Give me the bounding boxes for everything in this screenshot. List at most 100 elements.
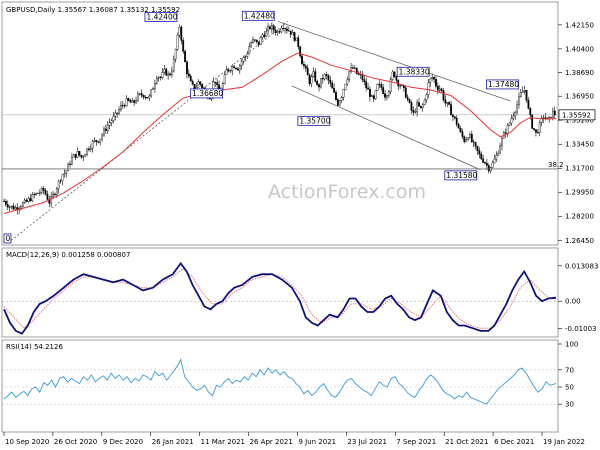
candle-body: [182, 40, 185, 52]
candle-body: [516, 104, 518, 113]
candle-body: [61, 174, 64, 181]
candle-body: [95, 140, 98, 142]
price-callouts: 1.42400 1.42480 1.36680 1.35700 1.38330 1.374…: [3, 10, 519, 244]
candle-body: [308, 74, 311, 84]
callout-box: [190, 88, 224, 99]
candle-body: [237, 68, 239, 71]
candle-body: [33, 194, 36, 196]
candle-body: [355, 67, 358, 75]
candle-body: [410, 102, 413, 111]
x-tick-label: 21 Oct 2021: [445, 438, 488, 446]
candle-body: [159, 76, 162, 78]
candle-body: [284, 28, 286, 30]
candle-body: [433, 77, 435, 80]
candle-body: [444, 99, 447, 104]
candle-body: [544, 117, 547, 119]
candle-body: [472, 141, 475, 143]
candle-body: [242, 57, 245, 62]
rsi-y-tick-label: 70: [565, 366, 574, 374]
candle-body: [297, 37, 300, 48]
trend-channels: [7, 21, 511, 244]
candle-body: [46, 193, 49, 200]
candle-body: [469, 134, 471, 139]
x-tick-label: 9 Jun 2021: [298, 438, 336, 446]
candle-body: [169, 73, 171, 76]
candle-body: [491, 162, 494, 168]
candle-body: [184, 51, 186, 63]
candle-body: [350, 67, 352, 72]
candle-body: [474, 142, 477, 147]
candle-body: [137, 93, 139, 101]
price-y-tick-label: 1.36950: [565, 93, 594, 101]
candle-body: [376, 83, 379, 91]
candle-body: [550, 116, 552, 118]
candle-body: [178, 26, 181, 36]
x-tick-label: 23 Jul 2021: [347, 438, 387, 446]
candle-body: [99, 138, 102, 143]
candle-body: [27, 198, 30, 202]
candle-body: [125, 98, 128, 107]
candle-body: [146, 97, 149, 99]
candle-body: [553, 110, 556, 116]
callout-label: 0: [6, 234, 11, 243]
candle-body: [529, 108, 532, 116]
candle-body: [235, 67, 237, 69]
callout-box: [3, 233, 12, 244]
candle-body: [197, 81, 200, 88]
candle-body: [131, 100, 134, 103]
candle-body: [429, 78, 432, 83]
x-tick-label: 7 Sep 2021: [396, 438, 436, 446]
candle-body: [71, 157, 73, 165]
candle-body: [97, 141, 100, 143]
candle-body: [440, 88, 443, 91]
rsi-y-axis: 100 70 50 30: [2, 341, 578, 409]
candle-body: [72, 154, 75, 158]
candle-body: [395, 76, 398, 81]
callout-label: 1.31580: [446, 171, 477, 180]
ma-path: [3, 52, 556, 214]
candle-body: [367, 87, 369, 90]
candle-body: [191, 80, 194, 85]
price-y-tick-label: 1.42150: [565, 21, 594, 29]
candle-body: [118, 109, 120, 114]
candle-body: [540, 118, 543, 123]
candle-body: [542, 117, 545, 119]
candle-body: [538, 122, 541, 133]
candle-body: [250, 42, 253, 47]
candle-body: [3, 200, 5, 202]
candle-body: [382, 87, 385, 94]
candle-body: [476, 145, 479, 152]
candle-body: [67, 163, 70, 172]
callout-label: 1.36680: [192, 89, 223, 98]
candle-body: [486, 162, 488, 166]
candle-body: [408, 99, 411, 103]
candle-body: [510, 118, 513, 124]
candle-body: [116, 112, 119, 114]
callout-box: [444, 170, 478, 181]
candle-body: [363, 79, 366, 82]
candle-body: [312, 71, 315, 77]
candle-body: [357, 73, 360, 75]
candle-body: [342, 89, 345, 98]
candle-body: [8, 206, 11, 208]
candle-body: [501, 138, 503, 147]
candle-body: [176, 35, 179, 50]
candle-body: [157, 76, 160, 79]
candle-body: [431, 77, 434, 79]
candle-body: [201, 84, 203, 88]
candle-body: [389, 79, 392, 92]
candle-body: [425, 94, 428, 101]
candle-body: [482, 158, 485, 163]
x-tick-label: 6 Dec 2021: [494, 438, 534, 446]
callout-box: [486, 79, 519, 90]
price-y-tick-label: 1.40400: [565, 45, 594, 53]
candle-body: [459, 128, 462, 132]
candle-body: [518, 96, 520, 105]
price-y-tick-label: 1.33450: [565, 141, 594, 149]
x-tick-label: 26 Jan 2021: [152, 438, 194, 446]
candle-body: [286, 28, 288, 31]
candle-body: [40, 188, 43, 193]
candle-body: [535, 129, 537, 133]
macd-y-tick-label: 0.00: [565, 298, 581, 306]
candle-body: [386, 95, 388, 98]
